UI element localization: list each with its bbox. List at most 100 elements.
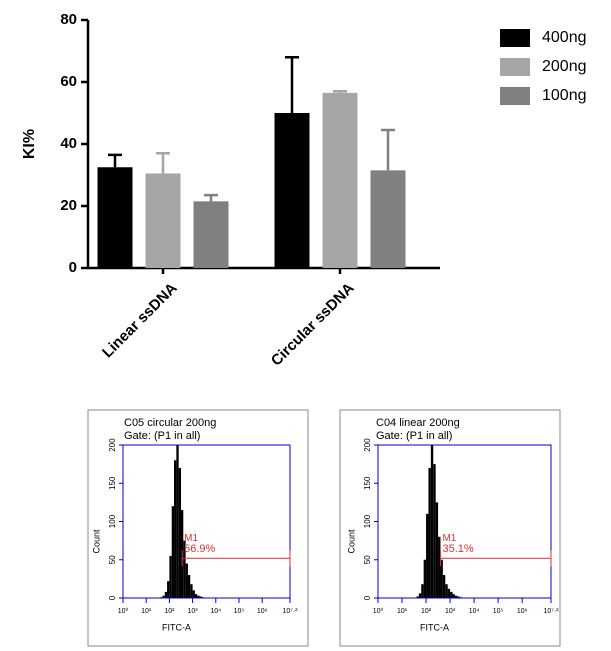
- x-tick-label: 10³: [188, 608, 199, 615]
- legend-swatch: [500, 58, 530, 76]
- histogram-bar: [452, 594, 455, 598]
- panel-subtitle: Gate: (P1 in all): [376, 430, 452, 442]
- bar: [193, 201, 229, 268]
- x-tick-label: 10⁰: [373, 607, 384, 615]
- y-tick-label: 100: [363, 514, 372, 528]
- histogram-bar: [187, 575, 191, 598]
- x-tick-label: 10⁷·²: [283, 608, 299, 615]
- histogram-bar: [199, 596, 202, 598]
- panel-title: C05 circular 200ng: [124, 417, 216, 429]
- x-tick-label: 10⁵: [234, 608, 245, 615]
- histogram-bar: [194, 594, 198, 598]
- y-axis-label: KI%: [21, 129, 38, 159]
- histogram-bar: [421, 584, 424, 598]
- histogram-bar: [447, 588, 451, 598]
- y-tick-label: 80: [60, 11, 77, 28]
- histogram-bar: [176, 445, 179, 598]
- y-axis-label: Count: [91, 529, 101, 554]
- histogram-bar: [183, 540, 186, 598]
- x-tick-label: 10⁴: [210, 608, 221, 615]
- histogram-bar: [190, 584, 193, 598]
- x-tick-label: 10⁵: [493, 608, 504, 615]
- histogram-bar: [197, 595, 200, 598]
- gate-percent: 35.1%: [442, 543, 473, 555]
- histogram-bar: [454, 595, 458, 598]
- y-tick-label: 0: [69, 259, 77, 276]
- histogram-bar: [423, 559, 427, 598]
- y-tick-label: 150: [108, 476, 117, 490]
- x-axis-label: FITC-A: [162, 622, 191, 632]
- x-tick-label: 10³: [445, 608, 456, 615]
- y-tick-label: 20: [60, 197, 77, 214]
- histogram-bar: [185, 563, 188, 598]
- y-tick-label: 0: [108, 595, 117, 600]
- histogram-bar: [178, 467, 181, 598]
- histogram-bar: [435, 502, 439, 598]
- gate-percent: 56.9%: [184, 543, 215, 555]
- histogram-bar: [428, 467, 431, 598]
- x-tick-label: 10²: [421, 608, 432, 615]
- histogram-bar: [418, 593, 422, 598]
- y-tick-label: 0: [363, 595, 372, 600]
- histogram-bar: [164, 591, 168, 598]
- panel-subtitle: Gate: (P1 in all): [124, 430, 200, 442]
- x-tick-label: 10²: [164, 608, 175, 615]
- histogram-bar: [445, 584, 448, 598]
- y-tick-label: 100: [108, 514, 117, 528]
- bar: [322, 92, 358, 268]
- x-tick-label: 10¹: [141, 608, 152, 615]
- histogram-bar: [169, 555, 172, 598]
- gate-label: M1: [442, 533, 456, 544]
- histogram-bar: [438, 536, 441, 598]
- error-bar: [333, 90, 347, 93]
- legend-label: 100ng: [542, 87, 587, 104]
- error-bar: [156, 152, 170, 174]
- bar: [97, 167, 133, 268]
- legend-label: 400ng: [542, 29, 587, 46]
- gate-marker: [439, 550, 552, 567]
- histogram-bar: [430, 445, 434, 598]
- x-axis-label: FITC-A: [420, 622, 449, 632]
- histogram-bar: [171, 506, 175, 598]
- legend-label: 200ng: [542, 58, 587, 75]
- y-tick-label: 60: [60, 73, 77, 90]
- y-tick-label: 200: [108, 438, 117, 452]
- x-tick-label: Circular ssDNA: [268, 280, 358, 370]
- error-bar: [381, 128, 395, 171]
- histogram-bar: [174, 460, 177, 598]
- histogram-bar: [440, 559, 443, 598]
- y-tick-label: 50: [108, 555, 117, 564]
- error-bar: [108, 153, 122, 168]
- bar: [274, 113, 310, 268]
- histogram-bar: [167, 581, 170, 598]
- panel-title: C04 linear 200ng: [376, 417, 460, 429]
- histogram-bar: [162, 595, 165, 598]
- panel: [87, 409, 309, 647]
- histogram-bar: [426, 513, 429, 598]
- x-tick-label: 10⁷·²: [544, 608, 560, 615]
- x-tick-label: 10⁶: [517, 608, 528, 615]
- error-bar: [204, 193, 218, 202]
- y-axis-label: Count: [346, 529, 356, 554]
- histogram-bar: [192, 590, 195, 598]
- x-tick-label: Linear ssDNA: [99, 280, 181, 362]
- x-tick-label: 10⁰: [118, 607, 129, 615]
- histogram-bar: [416, 596, 419, 598]
- panel: [339, 409, 561, 647]
- y-tick-label: 50: [363, 555, 372, 564]
- y-tick-label: 150: [363, 476, 372, 490]
- bar: [370, 170, 406, 268]
- x-tick-label: 10⁴: [469, 608, 480, 615]
- error-bar: [285, 55, 299, 113]
- y-tick-label: 40: [60, 135, 77, 152]
- bar: [145, 173, 181, 268]
- histogram-bar: [457, 596, 460, 598]
- legend-swatch: [500, 87, 530, 105]
- histogram-bar: [450, 591, 453, 598]
- legend-swatch: [500, 29, 530, 47]
- x-tick-label: 10¹: [397, 608, 408, 615]
- gate-marker: [181, 550, 291, 567]
- histogram-bar: [433, 464, 436, 598]
- y-tick-label: 200: [363, 438, 372, 452]
